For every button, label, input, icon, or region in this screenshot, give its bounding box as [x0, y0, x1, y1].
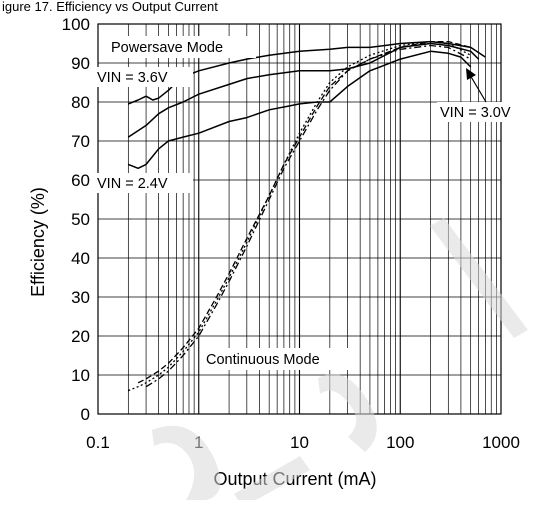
y-tick-label: 80 [71, 93, 90, 112]
y-tick-label: 100 [62, 15, 90, 34]
y-tick-label: 0 [81, 405, 90, 424]
annotations: Powersave Mode VIN = 3.6V VIN = 2.4V VIN… [95, 36, 523, 370]
x-tick-label: 1000 [482, 433, 520, 452]
annotation-vin-2-4v: VIN = 2.4V [97, 176, 168, 192]
series-line-powersave-3-0v [127, 42, 480, 138]
y-tick-label: 30 [71, 288, 90, 307]
annotation-vin-3-6v: VIN = 3.6V [97, 70, 168, 86]
y-tick-label: 50 [71, 210, 90, 229]
annotation-vin-3-0v: VIN = 3.0V [440, 105, 511, 121]
y-tick-label: 90 [71, 54, 90, 73]
y-tick-label: 70 [71, 132, 90, 151]
y-tick-label: 60 [71, 171, 90, 190]
x-tick-label: 0.1 [86, 433, 110, 452]
x-tick-label: 10 [290, 433, 309, 452]
plot-frame [97, 23, 502, 415]
series-line-continuous-3-6v [137, 40, 471, 384]
y-tick-label: 10 [71, 366, 90, 385]
series-line-powersave-2-4v [128, 50, 472, 170]
y-axis-title: Efficiency (%) [28, 187, 48, 297]
annotation-continuous-mode: Continuous Mode [206, 352, 320, 368]
annotation-powersave-mode: Powersave Mode [111, 40, 223, 56]
arrowhead-icon [466, 68, 476, 80]
y-tick-label: 20 [71, 327, 90, 346]
x-tick-label: 100 [386, 433, 414, 452]
series-layer [127, 40, 486, 392]
y-tick-label: 40 [71, 249, 90, 268]
figure-caption: igure 17. Efficiency vs Output Current [2, 0, 218, 14]
annotation-vin-3-0v-arrow [469, 74, 487, 103]
series-line-continuous-2-4v [145, 44, 472, 388]
watermark [152, 218, 528, 500]
series-line-powersave-3-6v [128, 40, 486, 105]
